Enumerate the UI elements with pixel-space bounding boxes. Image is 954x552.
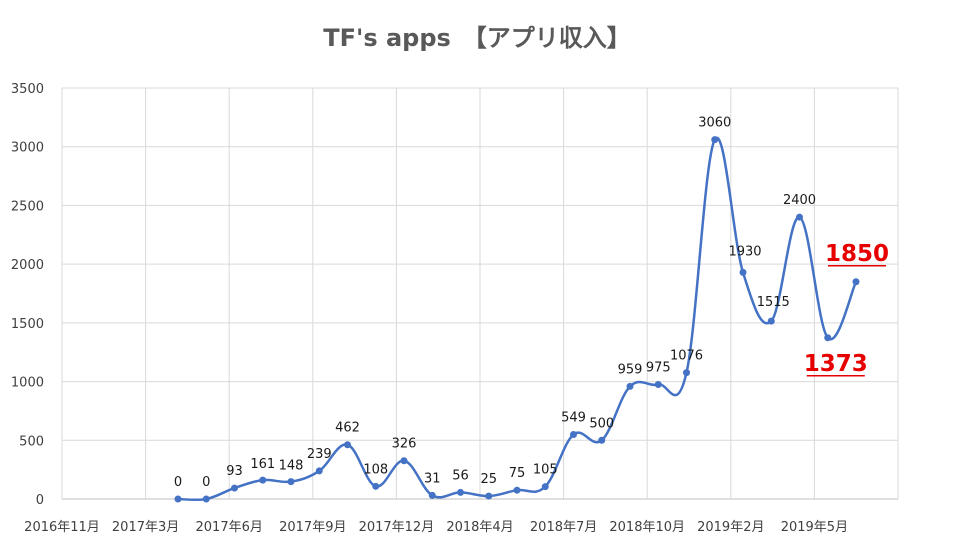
data-point <box>654 381 662 389</box>
chart-title: TF's apps 【アプリ収入】 <box>323 24 631 52</box>
series-line <box>177 136 858 502</box>
data-label: 105 <box>533 463 558 478</box>
x-axis-ticks: 2016年11月 2017年3月 2017年6月 2017年9月 2017年12月 201… <box>24 520 848 535</box>
data-point <box>315 467 323 475</box>
data-label: 56 <box>452 468 469 483</box>
data-label: 161 <box>250 457 275 472</box>
data-label: 25 <box>480 472 497 487</box>
data-point <box>287 478 295 486</box>
x-tick-label: 2017年6月 <box>196 520 263 535</box>
x-tick-label: 2018年7月 <box>530 520 597 535</box>
data-point <box>344 441 351 449</box>
data-label: 975 <box>646 361 671 376</box>
data-point <box>513 486 521 494</box>
data-point <box>598 436 606 444</box>
y-tick-label: 1000 <box>11 376 44 391</box>
x-tick-label: 2017年9月 <box>279 520 346 535</box>
data-label: 549 <box>561 411 586 426</box>
data-point <box>202 495 210 503</box>
data-point <box>711 136 719 144</box>
y-axis-ticks: 0 500 1000 1500 2000 2500 3000 3500 <box>11 82 44 508</box>
x-tick-label: 2019年5月 <box>781 520 848 535</box>
data-label: 500 <box>589 416 614 431</box>
y-tick-label: 3500 <box>11 82 44 97</box>
data-label: 0 <box>202 475 210 490</box>
data-label: 1930 <box>728 244 761 259</box>
data-label: 31 <box>424 471 441 486</box>
data-point <box>852 278 860 286</box>
x-tick-label: 2018年10月 <box>609 520 685 535</box>
data-label: 1515 <box>757 295 790 310</box>
data-point <box>541 483 549 491</box>
series-line-path <box>177 136 858 502</box>
highlight-label: 1850 <box>825 241 889 267</box>
data-point <box>626 382 634 390</box>
data-point <box>739 268 747 276</box>
data-label: 326 <box>392 437 417 452</box>
data-label: 0 <box>174 475 182 490</box>
data-point <box>259 476 267 484</box>
data-label: 108 <box>363 462 388 477</box>
data-label: 462 <box>335 421 360 436</box>
highlight-label: 1373 <box>804 351 868 377</box>
data-point <box>457 488 464 496</box>
data-point <box>796 213 803 221</box>
data-label: 3060 <box>698 116 731 131</box>
data-point <box>174 495 182 503</box>
data-point <box>400 457 408 465</box>
y-tick-label: 3000 <box>11 141 44 156</box>
data-point <box>428 491 436 499</box>
data-point <box>767 317 775 325</box>
data-label: 959 <box>618 362 643 377</box>
x-tick-label: 2016年11月 <box>24 520 100 535</box>
gridlines <box>61 87 899 500</box>
y-tick-label: 500 <box>19 434 44 449</box>
data-label: 1076 <box>670 349 703 364</box>
data-label: 75 <box>509 466 526 481</box>
data-point <box>683 369 690 377</box>
data-label: 93 <box>226 464 243 479</box>
x-tick-label: 2018年4月 <box>446 520 513 535</box>
y-tick-label: 2000 <box>11 258 44 273</box>
x-tick-label: 2017年3月 <box>112 520 179 535</box>
data-point <box>570 431 577 439</box>
data-point <box>372 482 380 490</box>
data-point <box>231 484 238 492</box>
x-tick-label: 2017年12月 <box>359 520 435 535</box>
data-point <box>824 334 832 342</box>
series-points <box>174 136 860 503</box>
y-tick-label: 0 <box>36 493 44 508</box>
data-label: 2400 <box>783 193 816 208</box>
y-tick-label: 1500 <box>11 317 44 332</box>
data-label: 239 <box>307 447 332 462</box>
y-tick-label: 2500 <box>11 199 44 214</box>
x-tick-label: 2019年2月 <box>697 520 764 535</box>
data-label: 148 <box>279 459 304 474</box>
data-point <box>485 492 493 500</box>
